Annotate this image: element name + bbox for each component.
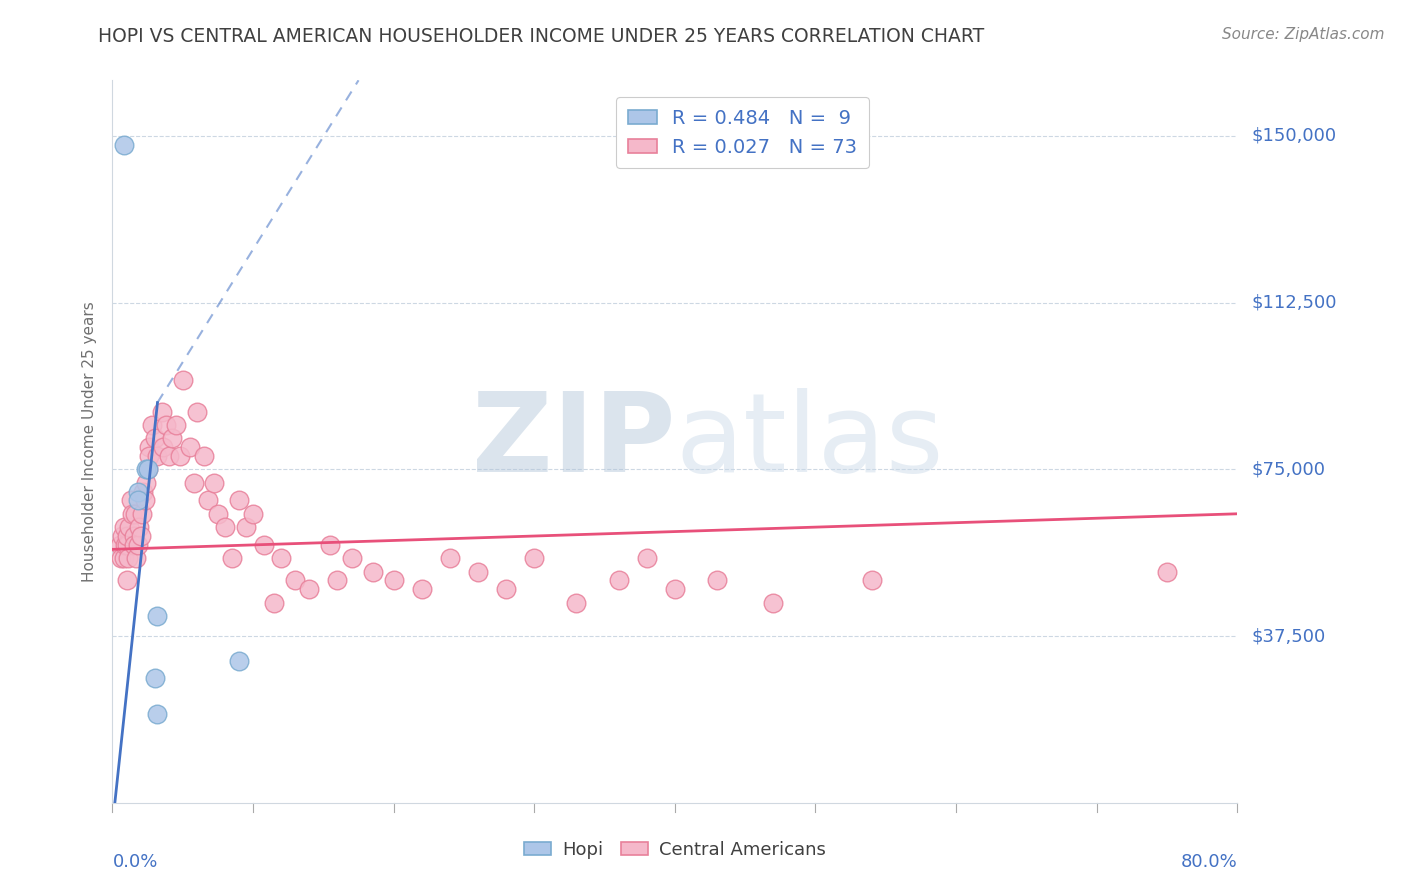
Point [128, 520, 150, 534]
Point [169, 449, 191, 463]
Point [135, 462, 157, 476]
Point [143, 671, 166, 685]
Point [136, 462, 159, 476]
Point [152, 440, 174, 454]
Text: 0.0%: 0.0% [112, 854, 157, 871]
Point [131, 507, 153, 521]
Point [1156, 565, 1178, 579]
Point [340, 551, 363, 566]
Point [298, 582, 321, 597]
Point [411, 582, 433, 597]
Point [382, 574, 405, 588]
Point [120, 493, 142, 508]
Point [607, 574, 630, 588]
Point [253, 538, 276, 552]
Point [150, 404, 173, 418]
Point [157, 449, 180, 463]
Point [193, 449, 215, 463]
Point [146, 706, 169, 721]
Point [127, 538, 149, 552]
Point [263, 596, 285, 610]
Point [114, 538, 136, 552]
Point [523, 551, 546, 566]
Point [706, 574, 728, 588]
Text: $37,500: $37,500 [1251, 627, 1326, 645]
Point [127, 484, 149, 499]
Point [141, 417, 163, 432]
Text: Source: ZipAtlas.com: Source: ZipAtlas.com [1222, 27, 1385, 42]
Point [138, 440, 160, 454]
Text: atlas: atlas [675, 388, 943, 495]
Point [117, 551, 139, 566]
Text: $75,000: $75,000 [1251, 460, 1326, 478]
Point [228, 653, 250, 667]
Point [242, 507, 264, 521]
Point [326, 574, 349, 588]
Point [122, 529, 145, 543]
Text: ZIP: ZIP [471, 388, 675, 495]
Text: 80.0%: 80.0% [1181, 854, 1237, 871]
Point [495, 582, 517, 597]
Point [207, 507, 229, 521]
Point [172, 373, 194, 387]
Point [361, 565, 384, 579]
Point [202, 475, 225, 490]
Point [179, 440, 201, 454]
Point [186, 404, 208, 418]
Point [155, 417, 177, 432]
Point [112, 551, 135, 566]
Point [143, 431, 166, 445]
Point [146, 449, 169, 463]
Point [112, 137, 135, 152]
Point [135, 475, 157, 490]
Point [134, 493, 156, 508]
Point [115, 538, 138, 552]
Text: $112,500: $112,500 [1251, 293, 1337, 311]
Point [160, 431, 183, 445]
Point [136, 462, 159, 476]
Point [108, 538, 131, 552]
Point [664, 582, 686, 597]
Point [115, 529, 138, 543]
Y-axis label: Householder Income Under 25 years: Householder Income Under 25 years [82, 301, 97, 582]
Point [228, 493, 250, 508]
Point [221, 551, 243, 566]
Point [565, 596, 588, 610]
Point [132, 484, 155, 499]
Point [235, 520, 257, 534]
Point [127, 493, 149, 508]
Point [197, 493, 219, 508]
Point [165, 417, 187, 432]
Point [762, 596, 785, 610]
Point [214, 520, 236, 534]
Point [125, 551, 148, 566]
Point [636, 551, 658, 566]
Point [860, 574, 883, 588]
Point [319, 538, 342, 552]
Point [124, 507, 146, 521]
Point [122, 538, 145, 552]
Point [183, 475, 205, 490]
Point [111, 529, 134, 543]
Point [439, 551, 461, 566]
Point [284, 574, 307, 588]
Point [270, 551, 292, 566]
Text: $150,000: $150,000 [1251, 127, 1336, 145]
Point [129, 529, 152, 543]
Point [146, 609, 169, 624]
Point [121, 507, 143, 521]
Point [110, 551, 132, 566]
Text: HOPI VS CENTRAL AMERICAN HOUSEHOLDER INCOME UNDER 25 YEARS CORRELATION CHART: HOPI VS CENTRAL AMERICAN HOUSEHOLDER INC… [98, 27, 984, 45]
Point [138, 449, 160, 463]
Point [112, 520, 135, 534]
Point [467, 565, 489, 579]
Point [118, 520, 141, 534]
Point [115, 574, 138, 588]
Legend: Hopi, Central Americans: Hopi, Central Americans [517, 834, 832, 866]
